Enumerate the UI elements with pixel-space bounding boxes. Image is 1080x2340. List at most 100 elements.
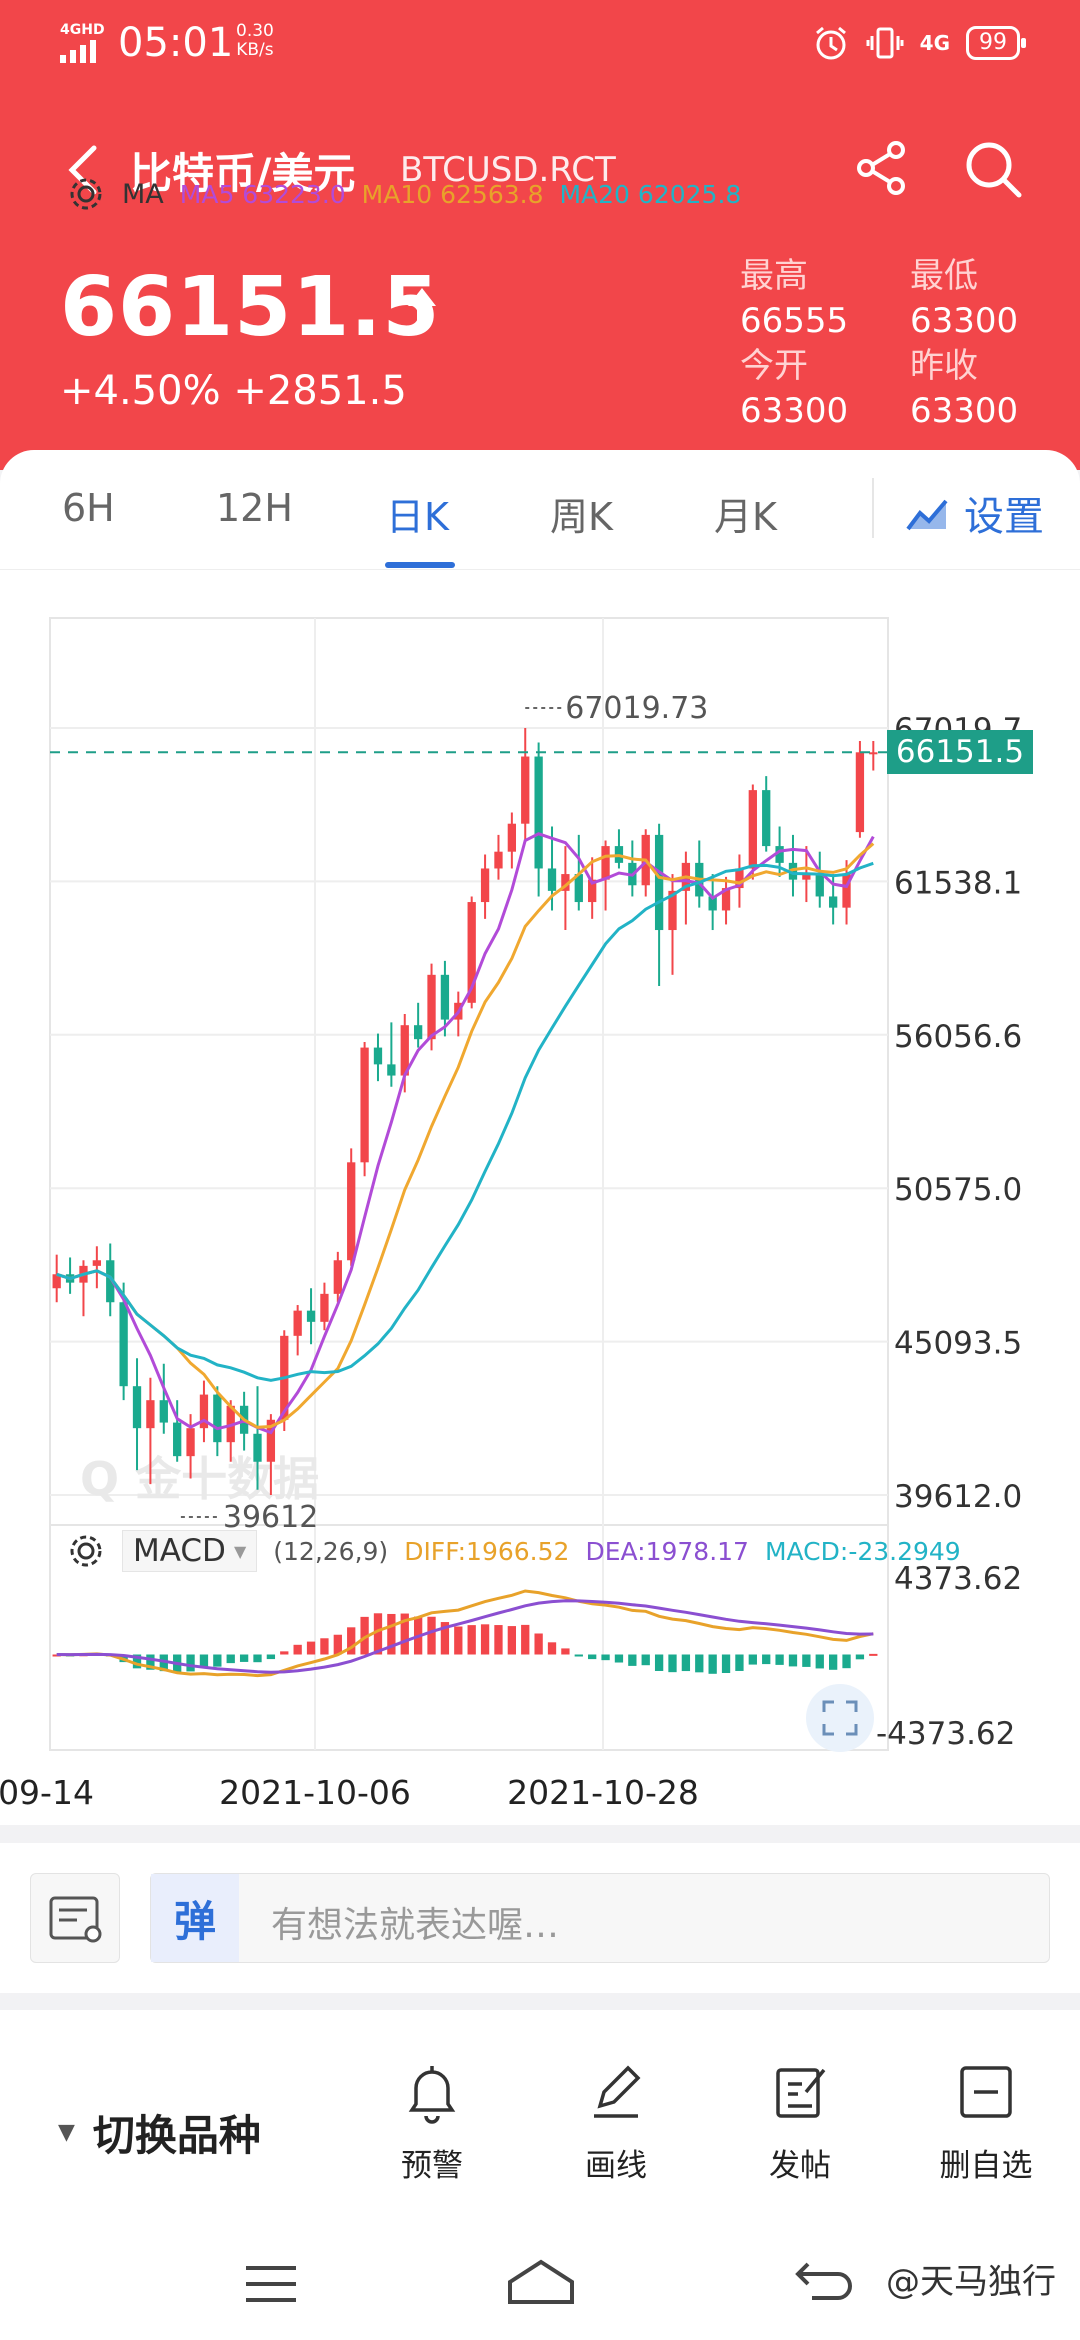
candle-body <box>828 896 838 908</box>
draw-line-label: 画线 <box>585 2148 647 2184</box>
macd-bar <box>588 1654 597 1660</box>
candle-body <box>494 851 503 869</box>
period-tabs: 6H 12H 日K 周K 月K 设置 <box>0 450 1080 570</box>
macd-bar <box>400 1613 409 1655</box>
macd-bar <box>293 1644 302 1655</box>
high-marker: 67019.73 <box>565 691 708 726</box>
candle-body <box>588 879 597 903</box>
tab-6h[interactable]: 6H <box>62 486 115 530</box>
candle-body <box>735 868 744 889</box>
macd-bar <box>320 1638 329 1655</box>
candle-body <box>802 874 811 880</box>
macd-label: MACD <box>133 1533 226 1569</box>
x-tick-label: 2021-10-28 <box>507 1773 699 1812</box>
share-icon[interactable] <box>852 138 912 198</box>
candle-body <box>347 1162 356 1261</box>
price-change: +4.50% +2851.5 <box>60 368 407 414</box>
remove-watchlist-button[interactable]: 删自选 <box>916 2060 1056 2185</box>
minus-square-icon <box>960 2066 1012 2118</box>
candle-body <box>173 1422 182 1457</box>
candle-body <box>574 874 583 903</box>
candle-body <box>440 974 450 1020</box>
tab-weekly[interactable]: 周K <box>550 495 613 539</box>
dea-line <box>56 1599 874 1674</box>
candle-body <box>427 974 436 1040</box>
ma5-value: MA5 63223.0 <box>179 179 346 209</box>
home-icon[interactable] <box>506 2258 576 2306</box>
ma10-line <box>56 842 875 1429</box>
back-arrow-icon[interactable] <box>56 140 116 200</box>
y-tick-label: 39612.0 <box>894 1479 1022 1515</box>
alert-button[interactable]: 预警 <box>362 2060 502 2185</box>
stat-value-open: 63300 <box>740 391 849 431</box>
watermark-logo: Q 金十数据 <box>80 1452 319 1506</box>
low-marker: 39612 <box>223 1500 318 1535</box>
news-settings-button[interactable] <box>30 1873 120 1963</box>
comment-placeholder: 有想法就表达喔… <box>271 1905 560 1946</box>
ma20-value: MA20 62025.8 <box>559 179 742 209</box>
stat-value-prev-close: 63300 <box>910 391 1019 431</box>
macd-bar <box>146 1654 155 1670</box>
macd-bar <box>253 1654 262 1663</box>
candle-body <box>762 790 771 847</box>
macd-selector[interactable]: MACD ▼ <box>122 1530 258 1572</box>
macd-bar <box>695 1654 704 1673</box>
news-icon <box>49 1896 102 1943</box>
macd-bar <box>239 1654 249 1662</box>
candle-body <box>721 888 731 911</box>
signal-icon <box>60 40 96 63</box>
vibrate-icon <box>866 27 904 59</box>
x-tick-label: 09-14 <box>0 1773 94 1812</box>
post-button[interactable]: 发帖 <box>730 2060 870 2185</box>
tab-daily[interactable]: 日K <box>386 495 449 539</box>
candle-body <box>213 1394 222 1443</box>
kline-chart[interactable]: 67019.761538.156056.650575.045093.539612… <box>0 0 1080 1830</box>
draw-line-button[interactable]: 画线 <box>546 2060 686 2185</box>
candle-body <box>467 902 476 1003</box>
switch-symbol-button[interactable]: ▼ 切换品种 <box>58 2102 261 2163</box>
macd-bar <box>855 1654 865 1660</box>
page-title: 比特币/美元 <box>130 149 356 198</box>
settings-button[interactable]: 设置 <box>906 484 1044 542</box>
stat-value-low: 63300 <box>910 301 1019 341</box>
macd-bar <box>628 1654 637 1666</box>
macd-params: (12,26,9) <box>273 1536 389 1566</box>
edit-document-icon <box>776 2068 826 2118</box>
macd-bar <box>360 1616 369 1655</box>
nav-bar: 比特币/美元 BTCUSD.RCT <box>0 120 1080 220</box>
macd-bar <box>427 1616 436 1655</box>
macd-bar <box>186 1654 195 1672</box>
barrage-toggle-icon[interactable]: 弹 <box>151 1874 239 1962</box>
tab-12h[interactable]: 12H <box>216 486 293 530</box>
candle-body <box>52 1274 61 1289</box>
candle-body <box>92 1260 102 1266</box>
comment-input[interactable]: 弹 有想法就表达喔… <box>150 1873 1050 1963</box>
stat-label-high: 最高 <box>740 256 808 296</box>
candle-body <box>320 1293 329 1322</box>
fullscreen-button[interactable] <box>806 1684 874 1752</box>
alarm-icon <box>815 26 846 60</box>
candle-body <box>534 756 543 869</box>
diff-line <box>56 1589 874 1678</box>
gear-icon[interactable] <box>66 1531 106 1571</box>
candle-body <box>373 1047 383 1065</box>
macd-bar <box>521 1624 530 1655</box>
pen-icon <box>594 2065 641 2118</box>
gear-icon[interactable] <box>66 174 106 214</box>
menu-icon[interactable] <box>244 2264 298 2304</box>
candle-body <box>186 1428 195 1457</box>
back-icon[interactable] <box>794 2260 854 2304</box>
macd-bar <box>347 1627 356 1655</box>
macd-bar <box>815 1654 824 1669</box>
candle-body <box>199 1394 209 1429</box>
macd-bar <box>708 1654 717 1674</box>
macd-diff: DIFF:1966.52 <box>404 1536 570 1566</box>
search-icon[interactable] <box>960 136 1026 202</box>
candle-body <box>668 890 677 931</box>
network-type-2: 4G <box>919 31 950 55</box>
tab-monthly[interactable]: 月K <box>714 495 777 539</box>
macd-axis-top: 4373.62 <box>894 1561 1022 1597</box>
clock: 05:01 <box>118 20 234 66</box>
candle-body <box>775 846 784 863</box>
candle-body <box>146 1400 155 1429</box>
